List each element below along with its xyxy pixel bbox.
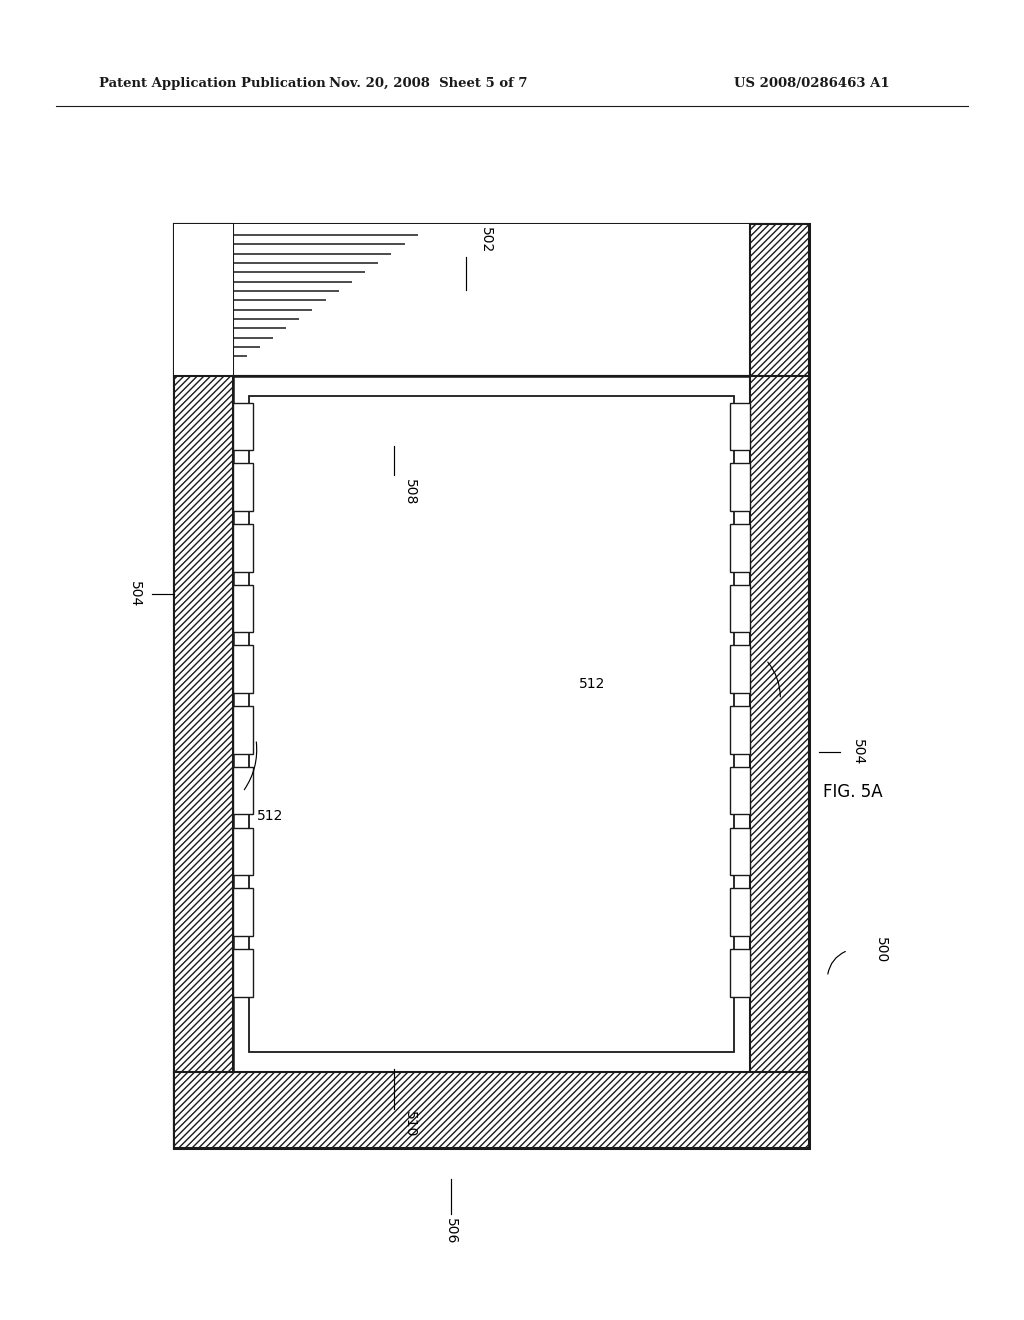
Text: Nov. 20, 2008  Sheet 5 of 7: Nov. 20, 2008 Sheet 5 of 7	[329, 77, 527, 90]
Bar	[233, 949, 253, 997]
Bar	[233, 767, 253, 814]
Text: Patent Application Publication: Patent Application Publication	[99, 77, 326, 90]
Text: 512: 512	[579, 677, 605, 690]
Bar	[730, 645, 750, 693]
Text: 512: 512	[257, 809, 284, 822]
Bar	[174, 224, 233, 376]
Bar	[233, 888, 253, 936]
Bar	[174, 224, 809, 1148]
Text: 504: 504	[128, 581, 142, 607]
Bar	[233, 224, 750, 376]
Text: 504: 504	[851, 739, 865, 766]
Bar	[233, 585, 253, 632]
Bar	[233, 828, 253, 875]
Bar	[730, 828, 750, 875]
Bar	[249, 396, 734, 1052]
Bar	[233, 376, 750, 1072]
Bar	[233, 524, 253, 572]
Text: 506: 506	[443, 1218, 458, 1245]
Text: 502: 502	[479, 227, 494, 253]
Text: 508: 508	[402, 479, 417, 506]
Bar	[730, 888, 750, 936]
Bar	[730, 706, 750, 754]
Bar	[750, 224, 809, 1148]
Bar	[233, 403, 253, 450]
Text: 500: 500	[873, 937, 888, 964]
Bar	[233, 706, 253, 754]
Bar	[730, 403, 750, 450]
Bar	[233, 463, 253, 511]
Bar	[730, 524, 750, 572]
Bar	[174, 224, 233, 1148]
Text: US 2008/0286463 A1: US 2008/0286463 A1	[734, 77, 890, 90]
Bar	[174, 1072, 809, 1148]
Text: 510: 510	[402, 1111, 417, 1138]
Bar	[730, 585, 750, 632]
Bar	[730, 767, 750, 814]
Bar	[730, 949, 750, 997]
Bar	[233, 645, 253, 693]
Bar	[730, 463, 750, 511]
Text: FIG. 5A: FIG. 5A	[823, 783, 883, 801]
